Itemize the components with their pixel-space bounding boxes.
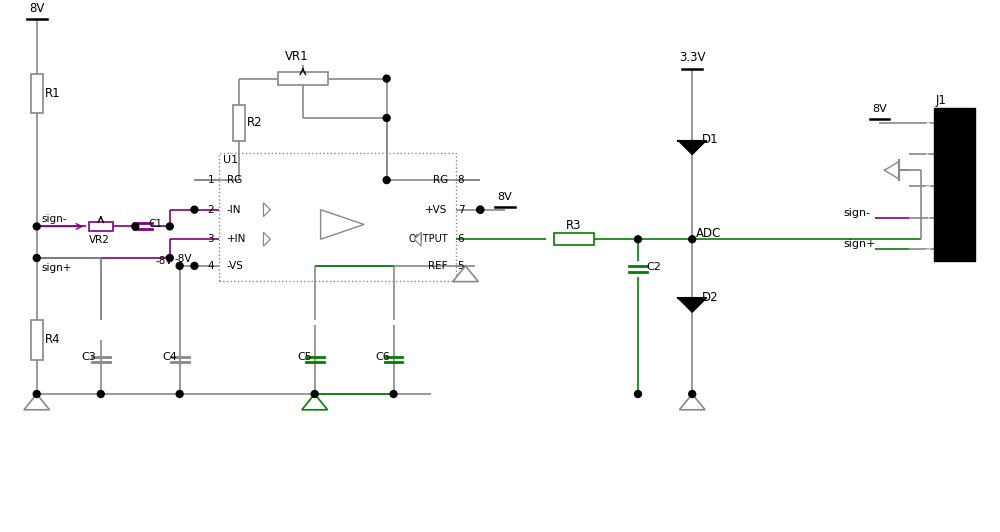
Text: R4: R4 bbox=[45, 333, 60, 346]
Polygon shape bbox=[321, 210, 364, 239]
Polygon shape bbox=[414, 232, 421, 246]
Text: 8V: 8V bbox=[498, 192, 512, 202]
Text: VR1: VR1 bbox=[285, 51, 309, 63]
Circle shape bbox=[635, 236, 641, 243]
Text: C5: C5 bbox=[297, 352, 312, 362]
FancyBboxPatch shape bbox=[219, 153, 456, 281]
Text: 5: 5 bbox=[458, 261, 464, 271]
Circle shape bbox=[33, 223, 40, 230]
Text: 5: 5 bbox=[924, 242, 931, 252]
Polygon shape bbox=[678, 298, 706, 312]
Text: 4: 4 bbox=[208, 261, 214, 271]
Text: REF: REF bbox=[428, 261, 448, 271]
Text: -8V: -8V bbox=[175, 254, 192, 264]
Text: ADC: ADC bbox=[696, 227, 722, 240]
Circle shape bbox=[383, 177, 390, 184]
Circle shape bbox=[176, 390, 183, 397]
Text: 2: 2 bbox=[208, 205, 214, 215]
Text: +VS: +VS bbox=[425, 205, 448, 215]
Circle shape bbox=[689, 390, 696, 397]
Circle shape bbox=[390, 390, 397, 397]
Bar bbox=[31, 320, 43, 360]
Circle shape bbox=[132, 223, 139, 230]
Polygon shape bbox=[263, 203, 270, 217]
Circle shape bbox=[166, 254, 173, 261]
Polygon shape bbox=[453, 266, 478, 281]
Circle shape bbox=[191, 262, 198, 269]
Text: C6: C6 bbox=[376, 352, 391, 362]
Text: C1: C1 bbox=[148, 220, 162, 229]
Text: RG: RG bbox=[433, 175, 448, 185]
Text: RG: RG bbox=[227, 175, 242, 185]
Text: R2: R2 bbox=[247, 117, 262, 129]
Text: -8V: -8V bbox=[155, 256, 173, 266]
Text: sign+: sign+ bbox=[42, 263, 72, 273]
Text: sign-: sign- bbox=[843, 207, 870, 218]
Polygon shape bbox=[263, 232, 270, 246]
Polygon shape bbox=[884, 161, 899, 179]
Text: D1: D1 bbox=[702, 133, 719, 146]
Text: 7: 7 bbox=[458, 205, 464, 215]
Circle shape bbox=[383, 114, 390, 121]
Circle shape bbox=[33, 390, 40, 397]
Text: 1: 1 bbox=[925, 116, 931, 126]
Text: 8V: 8V bbox=[872, 104, 887, 114]
Circle shape bbox=[477, 206, 484, 213]
Text: R1: R1 bbox=[45, 87, 60, 100]
Bar bbox=[554, 234, 594, 245]
Polygon shape bbox=[679, 394, 705, 410]
Text: 2: 2 bbox=[924, 147, 931, 157]
Text: 3: 3 bbox=[208, 234, 214, 244]
Text: VR2: VR2 bbox=[89, 235, 110, 245]
Text: C2: C2 bbox=[646, 262, 661, 272]
Text: sign+: sign+ bbox=[843, 239, 876, 249]
Text: 8V: 8V bbox=[29, 2, 44, 14]
Polygon shape bbox=[24, 394, 50, 410]
Text: 4: 4 bbox=[925, 211, 931, 221]
Text: U1: U1 bbox=[223, 155, 238, 165]
Text: D2: D2 bbox=[702, 291, 719, 304]
Circle shape bbox=[635, 390, 641, 397]
Text: 1: 1 bbox=[208, 175, 214, 185]
Polygon shape bbox=[302, 394, 328, 410]
Text: +IN: +IN bbox=[227, 234, 246, 244]
Text: 8: 8 bbox=[458, 175, 464, 185]
Bar bbox=[934, 108, 975, 261]
Circle shape bbox=[311, 390, 318, 397]
Bar bbox=[233, 105, 245, 140]
Text: J1: J1 bbox=[936, 94, 947, 107]
Circle shape bbox=[97, 390, 104, 397]
Circle shape bbox=[689, 236, 696, 243]
Bar bbox=[31, 73, 43, 113]
Text: 3.3V: 3.3V bbox=[679, 51, 705, 64]
Text: 6: 6 bbox=[458, 234, 464, 244]
Text: C3: C3 bbox=[81, 352, 96, 362]
Circle shape bbox=[191, 206, 198, 213]
Bar bbox=[278, 72, 328, 86]
Circle shape bbox=[176, 262, 183, 269]
Text: R3: R3 bbox=[566, 219, 582, 232]
Circle shape bbox=[477, 206, 484, 213]
Circle shape bbox=[33, 254, 40, 261]
Circle shape bbox=[166, 223, 173, 230]
Circle shape bbox=[383, 75, 390, 82]
Text: -IN: -IN bbox=[227, 205, 241, 215]
Text: OUTPUT: OUTPUT bbox=[408, 234, 448, 244]
Text: 3: 3 bbox=[925, 179, 931, 189]
Text: sign-: sign- bbox=[42, 213, 67, 223]
Polygon shape bbox=[678, 140, 706, 154]
Text: C4: C4 bbox=[162, 352, 177, 362]
Text: -VS: -VS bbox=[227, 261, 244, 271]
Bar bbox=[89, 221, 113, 231]
